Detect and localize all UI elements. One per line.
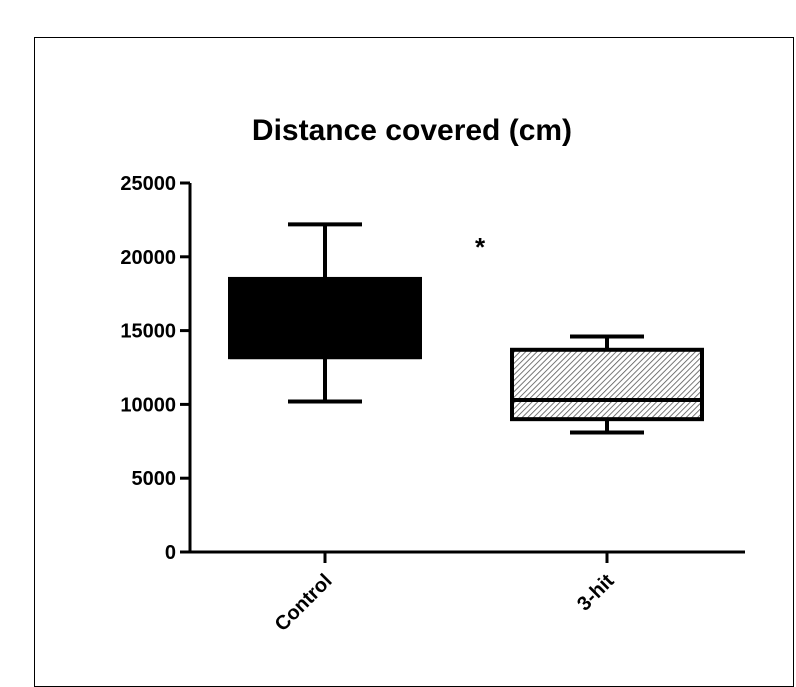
iqr-box	[510, 347, 704, 422]
box-control	[228, 222, 422, 404]
y-tick-label: 15000	[120, 321, 176, 343]
y-tick-label: 20000	[120, 247, 176, 269]
y-tick-label: 10000	[120, 394, 176, 416]
y-tick-label: 0	[165, 542, 176, 564]
chart-title: Distance covered (cm)	[252, 114, 572, 147]
x-tick-label: 3-hit	[573, 570, 619, 616]
box-plot-chart: Distance covered (cm) 0 5000 10000 15000 200…	[120, 114, 745, 636]
x-tick-label: Control	[271, 570, 337, 636]
y-tick-label: 5000	[132, 468, 177, 490]
iqr-box	[228, 276, 422, 360]
box-3-hit	[510, 334, 704, 435]
boxes	[228, 222, 704, 435]
annotations: *	[475, 232, 486, 262]
y-tick-label: 25000	[120, 173, 176, 195]
significance-marker: *	[475, 232, 486, 262]
